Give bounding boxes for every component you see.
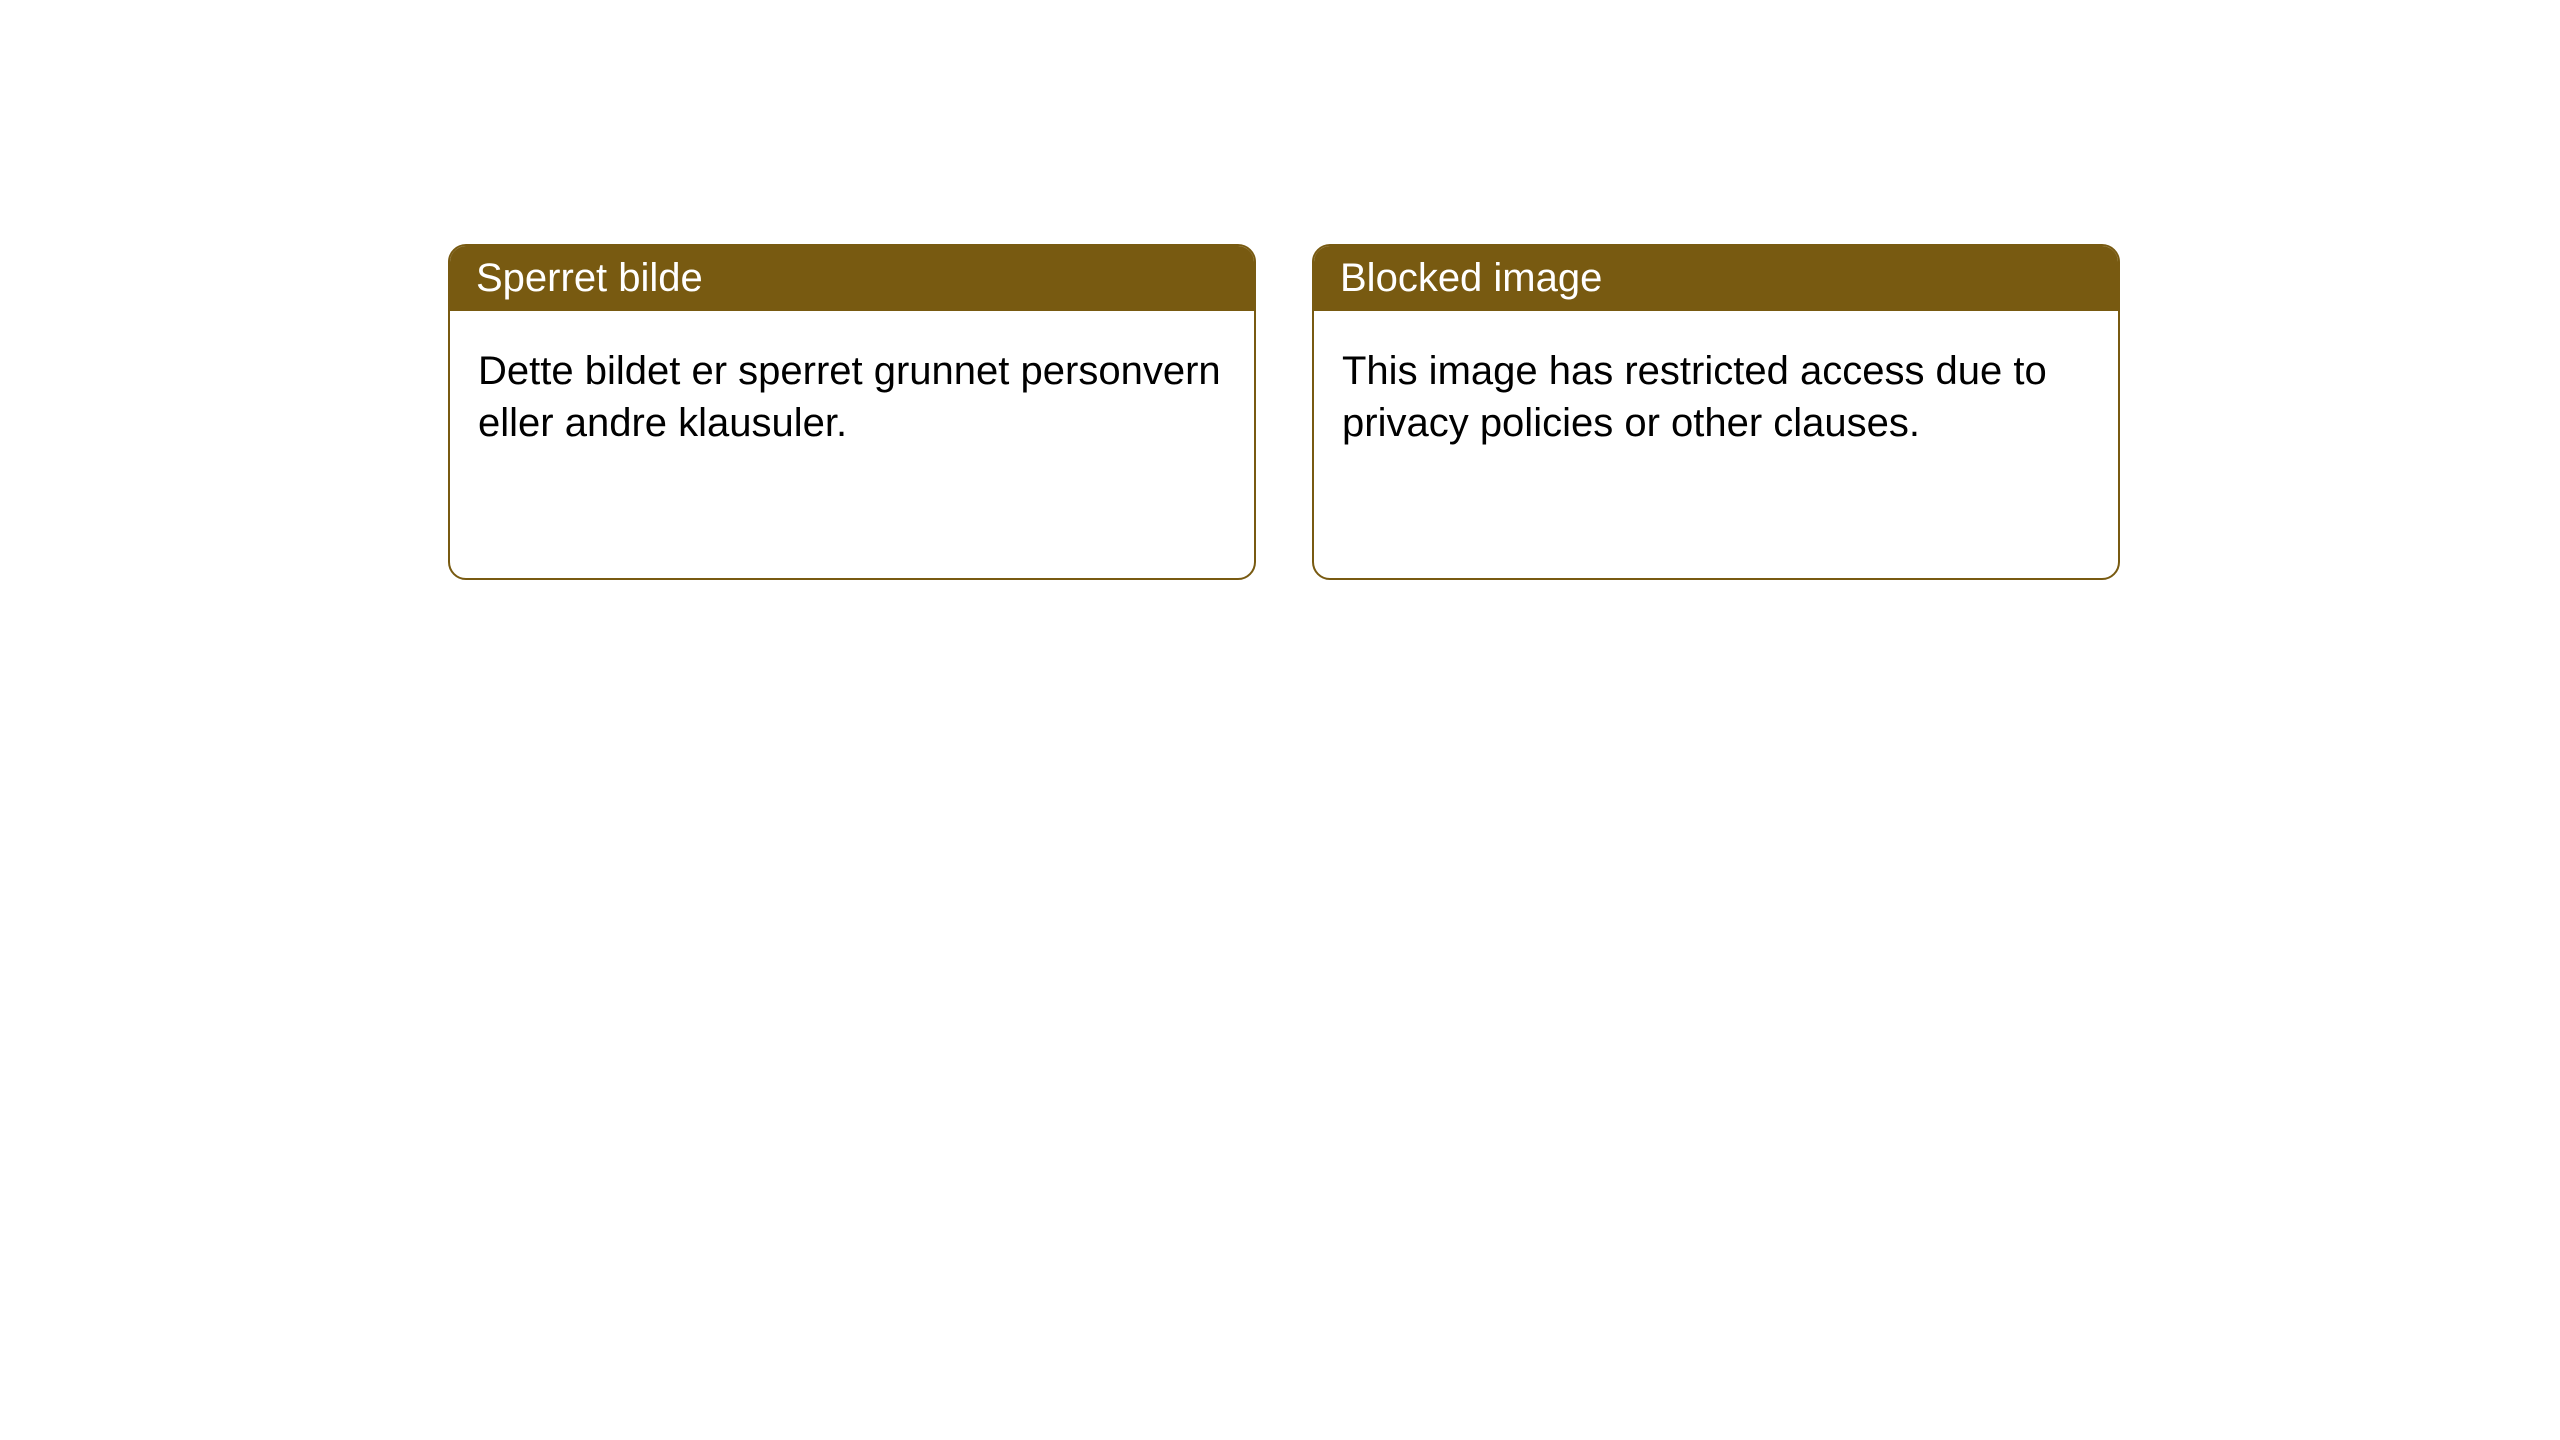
- notice-body: This image has restricted access due to …: [1314, 311, 2118, 483]
- notice-message: This image has restricted access due to …: [1342, 349, 2047, 445]
- notice-container: Sperret bilde Dette bildet er sperret gr…: [0, 0, 2560, 580]
- notice-header: Blocked image: [1314, 246, 2118, 311]
- notice-title: Sperret bilde: [476, 256, 703, 300]
- notice-header: Sperret bilde: [450, 246, 1254, 311]
- notice-card-norwegian: Sperret bilde Dette bildet er sperret gr…: [448, 244, 1256, 580]
- notice-message: Dette bildet er sperret grunnet personve…: [478, 349, 1221, 445]
- notice-card-english: Blocked image This image has restricted …: [1312, 244, 2120, 580]
- notice-title: Blocked image: [1340, 256, 1602, 300]
- notice-body: Dette bildet er sperret grunnet personve…: [450, 311, 1254, 483]
